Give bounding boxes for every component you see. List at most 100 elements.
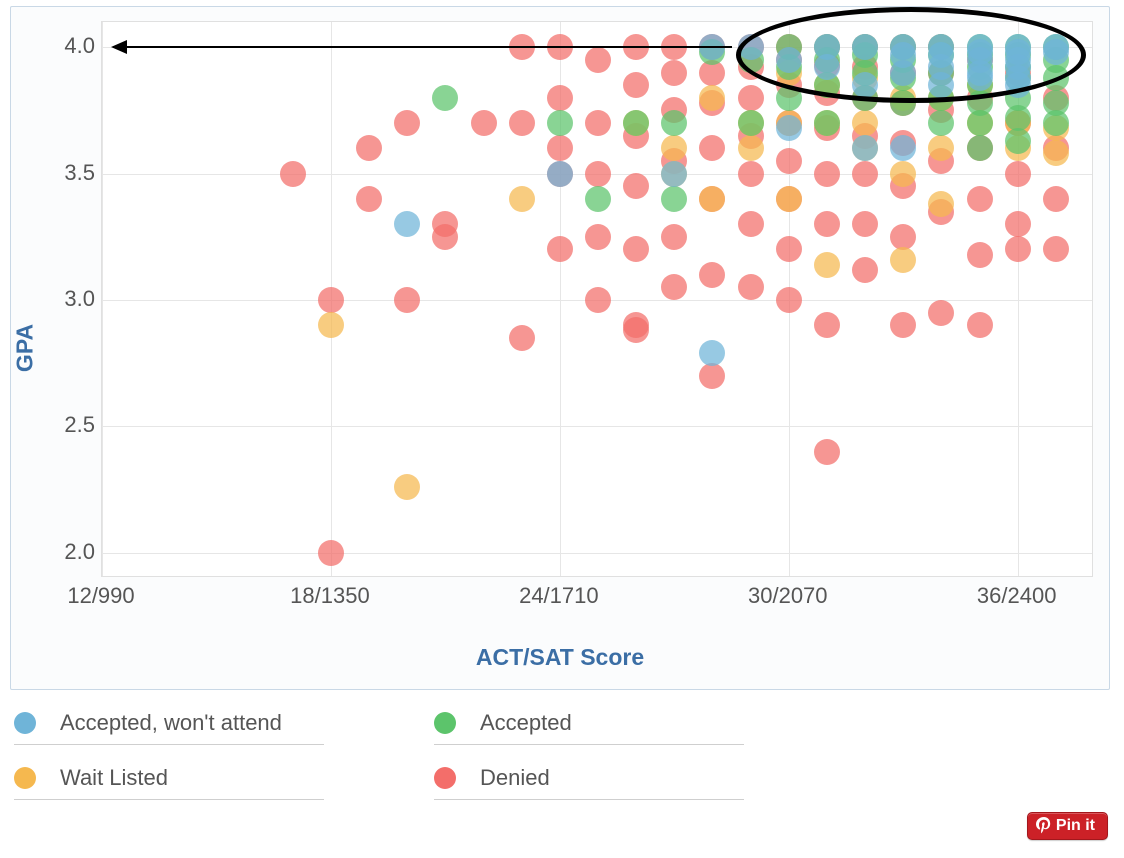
- data-point-denied: [1043, 186, 1069, 212]
- data-point-wait_listed: [394, 474, 420, 500]
- data-point-denied: [509, 110, 535, 136]
- data-point-denied: [509, 325, 535, 351]
- pin-it-button[interactable]: Pin it: [1027, 812, 1108, 840]
- data-point-denied: [280, 161, 306, 187]
- data-point-denied: [547, 236, 573, 262]
- data-point-wait_listed: [928, 135, 954, 161]
- data-point-wait_listed: [509, 186, 535, 212]
- data-point-accepted_wont_attend: [394, 211, 420, 237]
- data-point-denied: [967, 186, 993, 212]
- data-point-denied: [852, 161, 878, 187]
- legend-item-wait_listed[interactable]: Wait Listed: [14, 765, 324, 800]
- data-point-denied: [967, 242, 993, 268]
- x-tick-label: 12/990: [67, 583, 134, 609]
- data-point-accepted: [547, 110, 573, 136]
- data-point-accepted: [661, 110, 687, 136]
- legend-item-accepted[interactable]: Accepted: [434, 710, 744, 745]
- gridline-horizontal: [102, 426, 1092, 427]
- data-point-denied: [547, 135, 573, 161]
- data-point-denied: [699, 363, 725, 389]
- data-point-denied: [1043, 236, 1069, 262]
- data-point-accepted: [967, 110, 993, 136]
- data-point-accepted: [890, 90, 916, 116]
- data-point-denied: [814, 312, 840, 338]
- data-point-denied: [814, 161, 840, 187]
- data-point-accepted: [432, 85, 458, 111]
- data-point-denied: [1005, 211, 1031, 237]
- data-point-denied: [432, 224, 458, 250]
- data-point-denied: [585, 224, 611, 250]
- annotation-arrow-head: [111, 40, 127, 54]
- data-point-denied: [585, 287, 611, 313]
- data-point-denied: [318, 287, 344, 313]
- data-point-accepted: [814, 110, 840, 136]
- data-point-accepted_wont_attend: [699, 340, 725, 366]
- data-point-denied: [661, 274, 687, 300]
- legend-label: Accepted: [480, 710, 572, 736]
- data-point-denied: [776, 287, 802, 313]
- data-point-wait_listed: [814, 252, 840, 278]
- y-tick-label: 2.5: [57, 412, 95, 438]
- data-point-accepted_wont_attend: [1005, 72, 1031, 98]
- data-point-denied: [738, 85, 764, 111]
- data-point-accepted: [623, 110, 649, 136]
- data-point-accepted_wont_attend: [547, 161, 573, 187]
- legend-item-accepted_wont_attend[interactable]: Accepted, won't attend: [14, 710, 324, 745]
- data-point-accepted: [1043, 65, 1069, 91]
- x-tick-label: 18/1350: [290, 583, 370, 609]
- data-point-denied: [776, 236, 802, 262]
- data-point-denied: [356, 135, 382, 161]
- data-point-wait_listed: [318, 312, 344, 338]
- data-point-denied: [1005, 161, 1031, 187]
- data-point-denied: [318, 540, 344, 566]
- data-point-denied: [623, 236, 649, 262]
- data-point-denied: [661, 60, 687, 86]
- data-point-accepted_wont_attend: [1043, 39, 1069, 65]
- data-point-accepted_wont_attend: [776, 115, 802, 141]
- data-point-denied: [699, 135, 725, 161]
- data-point-accepted_wont_attend: [738, 34, 764, 60]
- data-point-denied: [356, 186, 382, 212]
- data-point-accepted_wont_attend: [776, 47, 802, 73]
- annotation-arrow-line: [113, 46, 731, 48]
- data-point-accepted: [967, 135, 993, 161]
- data-point-denied: [852, 211, 878, 237]
- data-point-accepted: [1043, 110, 1069, 136]
- data-point-denied: [394, 110, 420, 136]
- y-axis-label: GPA: [12, 324, 39, 372]
- data-point-denied: [967, 312, 993, 338]
- data-point-accepted_wont_attend: [852, 135, 878, 161]
- legend-swatch: [14, 767, 36, 789]
- data-point-accepted_wont_attend: [890, 135, 916, 161]
- data-point-denied: [661, 224, 687, 250]
- data-point-denied: [776, 148, 802, 174]
- x-axis-label: ACT/SAT Score: [476, 644, 644, 671]
- legend: Accepted, won't attend Accepted Wait Liste…: [14, 710, 914, 820]
- data-point-denied: [738, 161, 764, 187]
- data-point-accepted_wont_attend: [928, 72, 954, 98]
- data-point-accepted_wont_attend: [852, 72, 878, 98]
- x-tick-label: 30/2070: [748, 583, 828, 609]
- data-point-denied: [394, 287, 420, 313]
- data-point-accepted: [776, 85, 802, 111]
- data-point-denied: [852, 257, 878, 283]
- data-point-denied: [585, 110, 611, 136]
- legend-label: Wait Listed: [60, 765, 168, 791]
- data-point-denied: [890, 312, 916, 338]
- data-point-denied: [547, 85, 573, 111]
- data-point-wait_listed: [890, 161, 916, 187]
- data-point-denied: [471, 110, 497, 136]
- data-point-accepted: [928, 110, 954, 136]
- data-point-accepted: [1005, 128, 1031, 154]
- gridline-vertical: [102, 22, 103, 576]
- data-point-denied: [623, 72, 649, 98]
- x-tick-label: 24/1710: [519, 583, 599, 609]
- legend-swatch: [14, 712, 36, 734]
- data-point-accepted_wont_attend: [814, 54, 840, 80]
- data-point-wait_listed: [1043, 140, 1069, 166]
- legend-item-denied[interactable]: Denied: [434, 765, 744, 800]
- legend-label: Denied: [480, 765, 550, 791]
- data-point-denied: [699, 262, 725, 288]
- data-point-denied: [928, 300, 954, 326]
- data-point-denied: [1005, 236, 1031, 262]
